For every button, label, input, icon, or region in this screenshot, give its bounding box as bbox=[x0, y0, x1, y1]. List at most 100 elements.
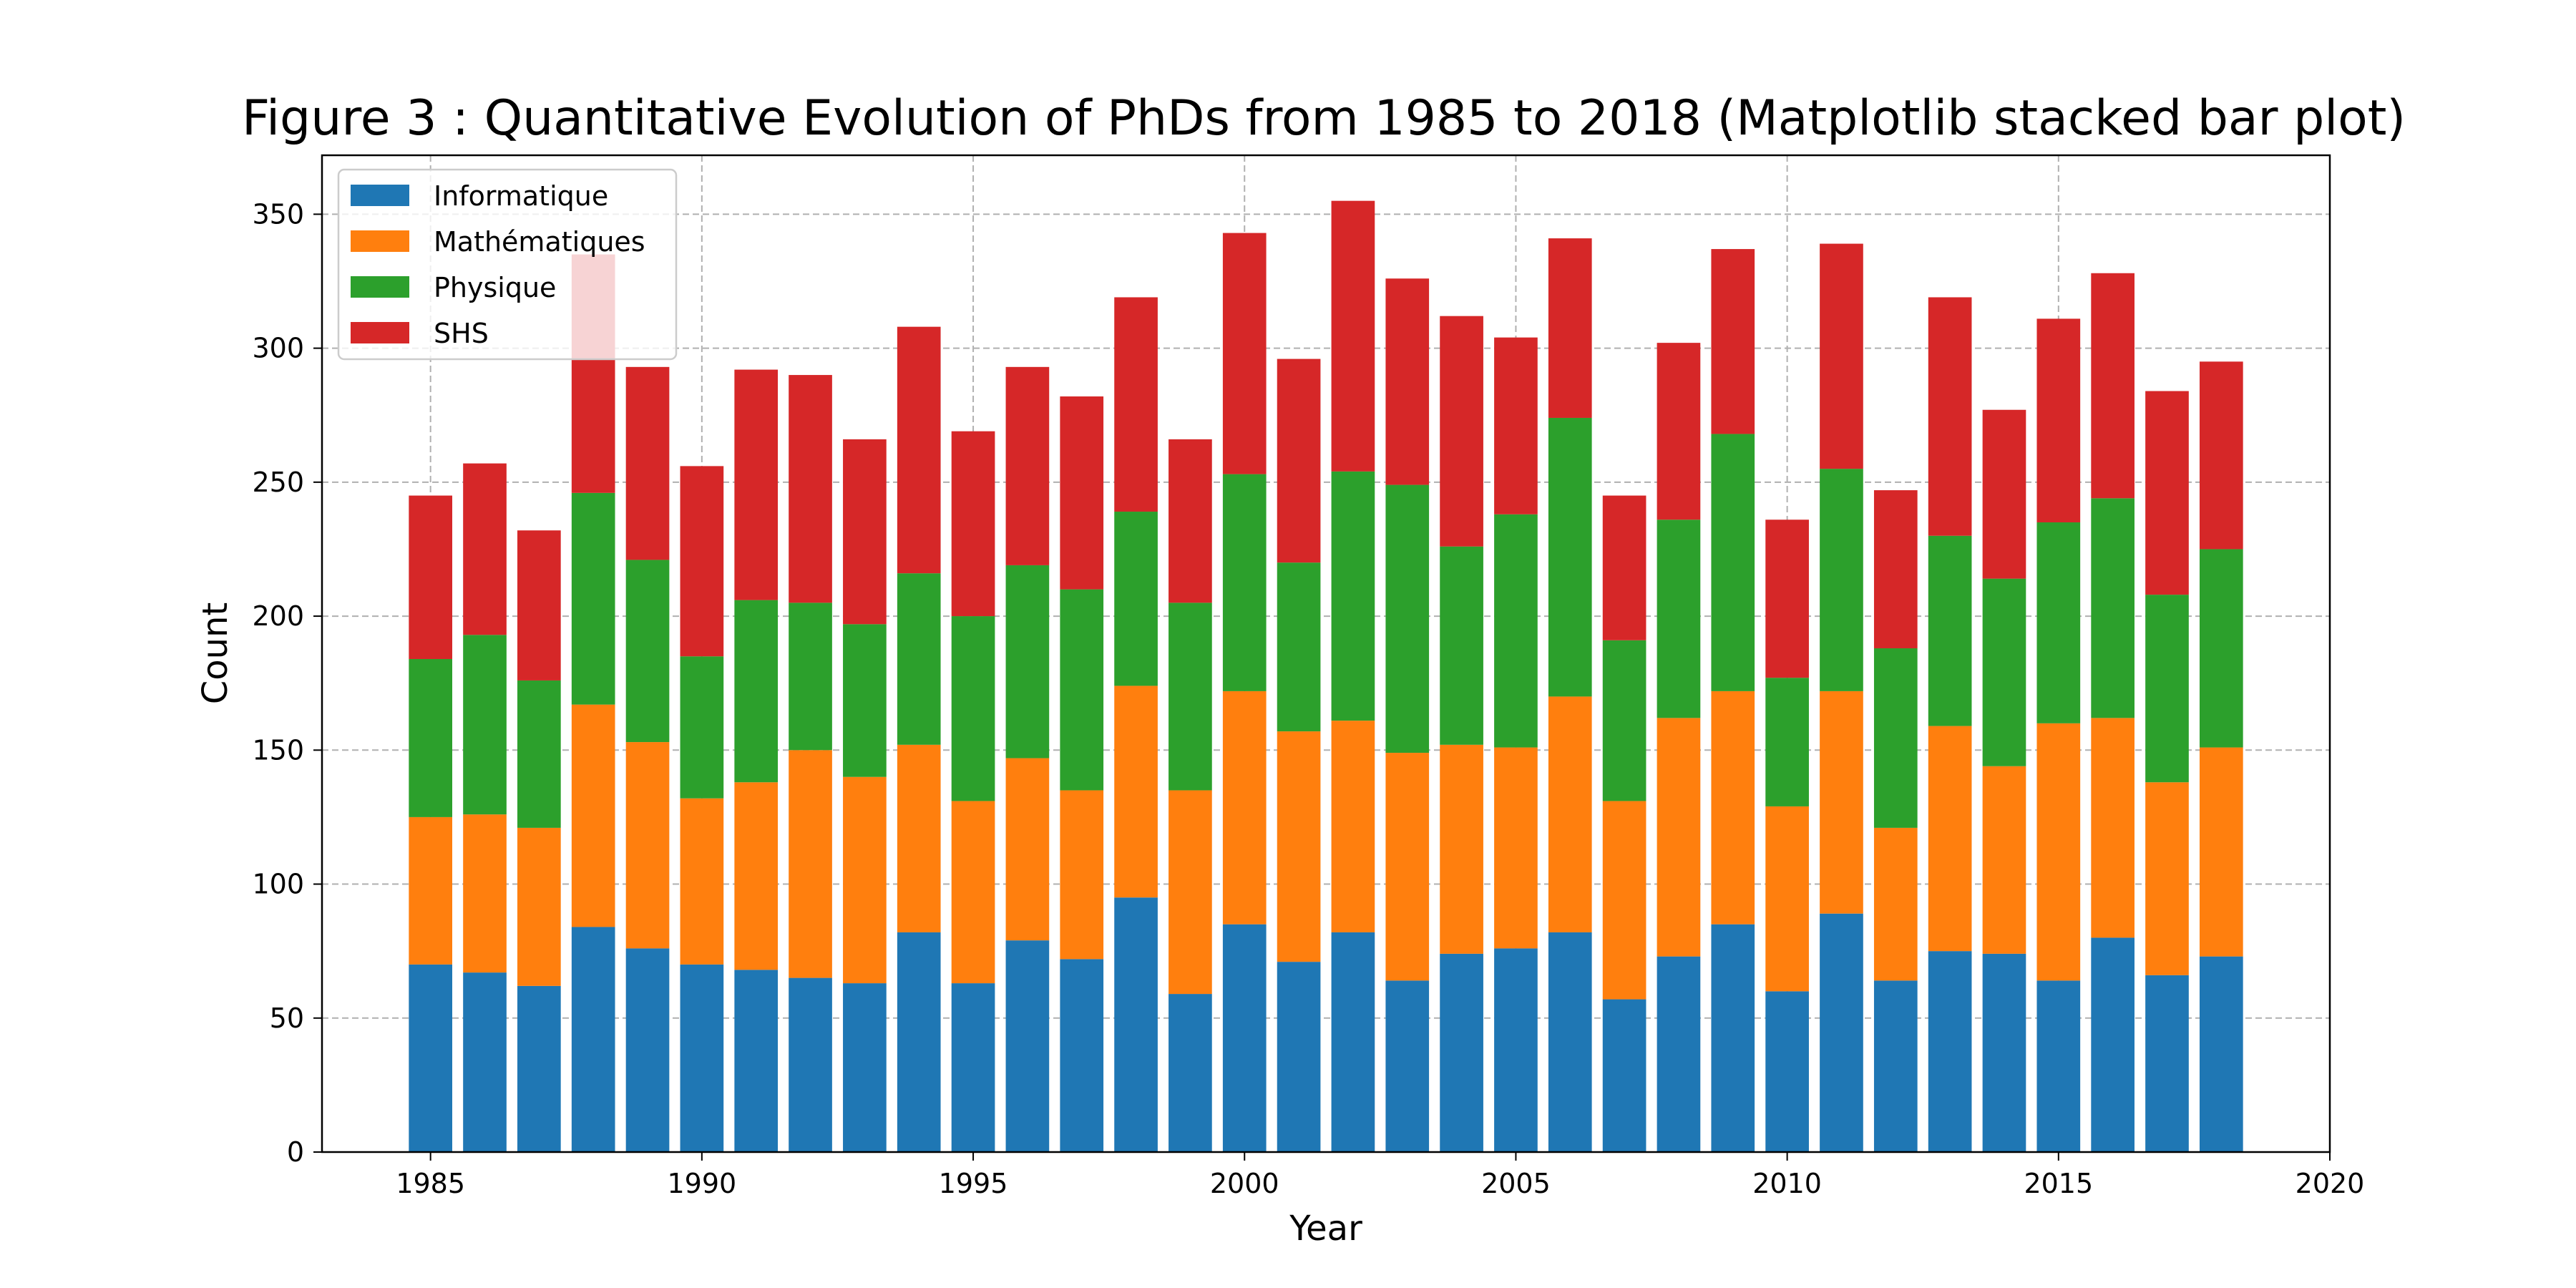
bar-physique bbox=[1494, 514, 1538, 748]
bar-mathematiques bbox=[897, 744, 941, 932]
bar-physique bbox=[2036, 522, 2081, 723]
bar-informatique bbox=[789, 977, 832, 1152]
bar-mathematiques bbox=[843, 776, 887, 984]
bar-physique bbox=[680, 656, 724, 799]
x-tick-label: 2010 bbox=[1752, 1168, 1822, 1199]
bar-mathematiques bbox=[1385, 753, 1430, 981]
bar-mathematiques bbox=[680, 798, 724, 965]
legend-swatch bbox=[351, 322, 409, 343]
bar-informatique bbox=[680, 964, 724, 1152]
bar-shs bbox=[1385, 278, 1430, 485]
bar-mathematiques bbox=[1765, 806, 1809, 992]
bar-physique bbox=[571, 492, 615, 705]
bar-shs bbox=[463, 463, 507, 635]
bar-shs bbox=[1222, 233, 1267, 474]
bar-informatique bbox=[1277, 962, 1321, 1152]
bar-shs bbox=[1928, 297, 1972, 536]
bar-mathematiques bbox=[1331, 721, 1375, 932]
bar-physique bbox=[951, 616, 995, 801]
bar-physique bbox=[2145, 595, 2189, 783]
bar-mathematiques bbox=[1494, 747, 1538, 949]
bar-mathematiques bbox=[1602, 801, 1646, 1000]
bar-physique bbox=[1765, 678, 1809, 806]
bar-mathematiques bbox=[734, 782, 779, 970]
bars bbox=[409, 200, 2243, 1152]
bar-shs bbox=[1548, 238, 1592, 418]
bar-physique bbox=[1928, 535, 1972, 726]
bar-shs bbox=[1005, 366, 1050, 565]
bar-informatique bbox=[517, 985, 561, 1152]
bar-informatique bbox=[2145, 975, 2189, 1152]
y-tick-label: 150 bbox=[252, 734, 304, 766]
bar-shs bbox=[1820, 243, 1863, 469]
x-tick-label: 2015 bbox=[2024, 1168, 2093, 1199]
bar-shs bbox=[2145, 391, 2189, 595]
bar-physique bbox=[897, 573, 941, 745]
axes: 1985 1990 1995 2000 2005 2010 2015 2020 0 50 100 15… bbox=[252, 198, 2364, 1199]
x-axis-label: Year bbox=[1289, 1209, 1362, 1249]
bar-mathematiques bbox=[1114, 686, 1158, 898]
bar-shs bbox=[789, 375, 832, 603]
bar-mathematiques bbox=[571, 704, 615, 927]
bar-mathematiques bbox=[2145, 782, 2189, 975]
bar-informatique bbox=[1440, 953, 1483, 1152]
bar-shs bbox=[1711, 249, 1755, 434]
bar-shs bbox=[409, 495, 453, 659]
bar-physique bbox=[1277, 562, 1321, 732]
x-tick-label: 2000 bbox=[1210, 1168, 1279, 1199]
bar-informatique bbox=[1005, 940, 1050, 1152]
bar-shs bbox=[1169, 439, 1212, 603]
bar-physique bbox=[517, 680, 561, 828]
y-tick-label: 350 bbox=[252, 198, 304, 230]
bar-mathematiques bbox=[1873, 827, 1918, 981]
bar-informatique bbox=[1222, 924, 1267, 1152]
bar-shs bbox=[517, 530, 561, 680]
bar-shs bbox=[680, 466, 724, 657]
bar-informatique bbox=[1873, 980, 1918, 1152]
bar-physique bbox=[409, 658, 453, 817]
bar-informatique bbox=[1765, 991, 1809, 1152]
bar-informatique bbox=[1982, 953, 2026, 1152]
bar-informatique bbox=[409, 964, 453, 1152]
bar-mathematiques bbox=[1169, 790, 1212, 995]
bar-shs bbox=[1277, 358, 1321, 563]
bar-physique bbox=[734, 600, 779, 783]
legend-box bbox=[337, 168, 678, 361]
y-axis-label: Count bbox=[195, 602, 235, 705]
bar-shs bbox=[734, 369, 779, 600]
bar-shs bbox=[897, 326, 941, 574]
y-tick-label: 0 bbox=[287, 1136, 304, 1168]
chart-title: Figure 3 : Quantitative Evolution of PhD… bbox=[242, 90, 2406, 147]
bar-shs bbox=[2036, 318, 2081, 523]
bar-mathematiques bbox=[789, 750, 832, 978]
bar-physique bbox=[1060, 589, 1104, 791]
legend: Informatique Mathématiques Physique SHS bbox=[337, 168, 678, 361]
bar-physique bbox=[1005, 565, 1050, 758]
legend-swatch bbox=[351, 230, 409, 252]
bar-informatique bbox=[571, 927, 615, 1152]
bar-informatique bbox=[625, 948, 670, 1152]
x-tick-label: 1990 bbox=[668, 1168, 737, 1199]
bar-informatique bbox=[2091, 937, 2135, 1152]
bar-mathematiques bbox=[1820, 691, 1863, 914]
bar-physique bbox=[1873, 648, 1918, 828]
bar-informatique bbox=[1711, 924, 1755, 1152]
bar-physique bbox=[843, 624, 887, 777]
bar-shs bbox=[1982, 409, 2026, 579]
bar-informatique bbox=[1331, 932, 1375, 1152]
y-tick-label: 200 bbox=[252, 600, 304, 632]
bar-informatique bbox=[1928, 951, 1972, 1152]
bar-informatique bbox=[463, 972, 507, 1152]
bar-physique bbox=[2091, 498, 2135, 718]
bar-informatique bbox=[734, 970, 779, 1152]
bar-mathematiques bbox=[1711, 691, 1755, 924]
x-tick-label: 2005 bbox=[1481, 1168, 1551, 1199]
y-tick-label: 250 bbox=[252, 467, 304, 498]
legend-label: Mathématiques bbox=[434, 226, 645, 258]
bar-informatique bbox=[1657, 956, 1701, 1152]
bar-informatique bbox=[1169, 994, 1212, 1152]
bar-mathematiques bbox=[463, 814, 507, 973]
bar-mathematiques bbox=[1982, 766, 2026, 954]
bar-shs bbox=[1873, 490, 1918, 649]
bar-shs bbox=[1602, 495, 1646, 640]
